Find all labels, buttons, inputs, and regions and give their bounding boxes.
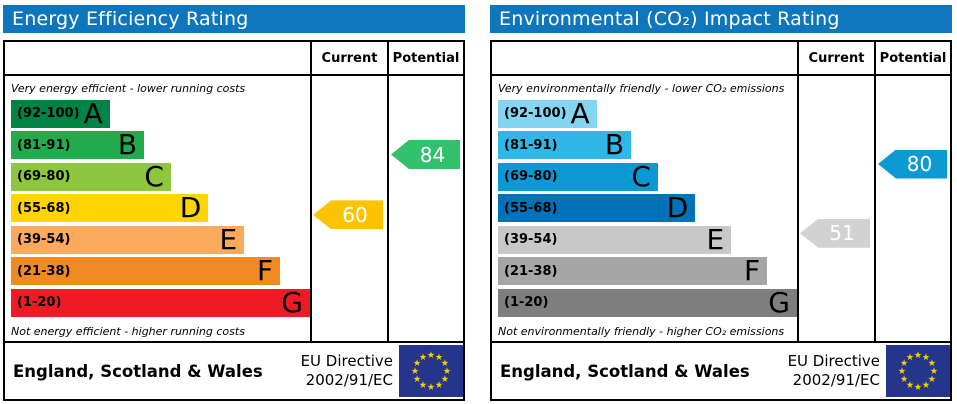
- band-row-E: (39-54) E: [498, 224, 797, 256]
- eu-flag-icon: [399, 345, 463, 397]
- band-rows: (92-100) A (81-91) B (69-80) C (55-68) D (39-54)…: [11, 98, 310, 319]
- region-label: England, Scotland & Wales: [13, 361, 263, 381]
- band-letter: E: [706, 222, 725, 256]
- band-row-E: (39-54) E: [11, 224, 310, 256]
- band-D: (55-68) D: [11, 191, 209, 224]
- band-row-D: (55-68) D: [498, 193, 797, 225]
- eu-flag-icon: [886, 345, 950, 397]
- band-row-G: (1-20) G: [498, 287, 797, 319]
- band-range-label: (39-54): [17, 232, 71, 247]
- band-G: (1-20) G: [11, 285, 310, 319]
- band-range-label: (81-91): [504, 137, 558, 153]
- band-letter: E: [219, 222, 238, 256]
- band-B: (81-91) B: [11, 128, 145, 161]
- top-caption: Very environmentally friendly - lower CO…: [498, 82, 785, 95]
- band-range-label: (55-68): [17, 200, 71, 216]
- band-letter: A: [570, 96, 590, 130]
- band-row-A: (92-100) A: [11, 98, 310, 130]
- band-range-label: (92-100): [17, 106, 80, 121]
- co2-impact-panel: Environmental (CO₂) Impact Rating Curren…: [490, 5, 952, 401]
- band-letter: B: [604, 128, 625, 161]
- band-A: (92-100) A: [498, 96, 597, 130]
- band-range-label: (1-20): [504, 295, 549, 310]
- eu-directive-label: EU Directive 2002/91/EC: [301, 352, 393, 390]
- panel-title: Energy Efficiency Rating: [12, 8, 249, 30]
- band-row-D: (55-68) D: [11, 193, 310, 225]
- band-F: (21-38) F: [498, 254, 768, 287]
- band-D: (55-68) D: [498, 191, 696, 224]
- band-letter: G: [281, 285, 303, 319]
- band-A: (92-100) A: [11, 96, 110, 130]
- eu-directive-line1: EU Directive: [300, 352, 393, 371]
- panel-title-bar: Environmental (CO₂) Impact Rating: [490, 5, 952, 33]
- bottom-caption: Not environmentally friendly - higher CO…: [498, 324, 785, 338]
- eu-directive-line2: 2002/91/EC: [792, 371, 880, 389]
- current-rating-arrow: 60: [313, 200, 383, 230]
- band-B: (81-91) B: [498, 128, 632, 161]
- panel-title-bar: Energy Efficiency Rating: [3, 5, 465, 33]
- energy-efficiency-panel: Energy Efficiency Rating Current Potenti…: [3, 5, 465, 401]
- band-letter: G: [768, 285, 790, 319]
- current-rating-arrow: 51: [800, 218, 870, 248]
- top-caption: Very energy efficient - lower running co…: [11, 82, 246, 95]
- band-row-C: (69-80) C: [498, 161, 797, 193]
- table-header: Current Potential: [492, 42, 950, 76]
- potential-column-header: Potential: [879, 50, 947, 66]
- band-range-label: (69-80): [504, 169, 558, 184]
- band-range-label: (92-100): [504, 106, 567, 121]
- table-footer: England, Scotland & Wales EU Directive 2…: [492, 341, 950, 399]
- band-rows: (92-100) A (81-91) B (69-80) C (55-68) D (39-54)…: [498, 98, 797, 319]
- panel-title: Environmental (CO₂) Impact Rating: [499, 8, 840, 30]
- band-range-label: (21-38): [504, 263, 558, 279]
- eu-directive-line2: 2002/91/EC: [305, 371, 393, 389]
- column-divider: [874, 42, 876, 341]
- current-column-header: Current: [808, 50, 865, 66]
- potential-rating-arrow: 84: [391, 140, 460, 170]
- region-label: England, Scotland & Wales: [500, 361, 750, 381]
- rating-table: Current Potential Very energy efficient …: [3, 40, 465, 401]
- table-footer: England, Scotland & Wales EU Directive 2…: [5, 341, 463, 399]
- band-letter: C: [144, 159, 164, 193]
- band-letter: C: [631, 159, 651, 193]
- band-row-C: (69-80) C: [11, 161, 310, 193]
- band-row-B: (81-91) B: [11, 130, 310, 162]
- potential-column-header: Potential: [392, 50, 460, 66]
- potential-rating-arrow: 80: [878, 149, 947, 179]
- table-header: Current Potential: [5, 42, 463, 76]
- column-divider: [797, 42, 799, 341]
- band-letter: D: [179, 191, 202, 224]
- band-C: (69-80) C: [498, 159, 658, 193]
- band-C: (69-80) C: [11, 159, 171, 193]
- band-letter: F: [256, 254, 274, 287]
- rating-table: Current Potential Very environmentally f…: [490, 40, 952, 401]
- band-letter: B: [117, 128, 138, 161]
- column-divider: [310, 42, 312, 341]
- bands-chart: Very energy efficient - lower running co…: [5, 76, 310, 341]
- band-range-label: (39-54): [504, 232, 558, 247]
- band-range-label: (55-68): [504, 200, 558, 216]
- band-E: (39-54) E: [498, 222, 732, 256]
- bottom-caption: Not energy efficient - higher running co…: [11, 324, 245, 338]
- band-range-label: (1-20): [17, 295, 62, 310]
- band-G: (1-20) G: [498, 285, 797, 319]
- band-letter: A: [83, 96, 103, 130]
- current-column-header: Current: [321, 50, 378, 66]
- eu-directive-line1: EU Directive: [787, 352, 880, 371]
- eu-directive-label: EU Directive 2002/91/EC: [788, 352, 880, 390]
- band-range-label: (21-38): [17, 263, 71, 279]
- band-E: (39-54) E: [11, 222, 245, 256]
- band-row-G: (1-20) G: [11, 287, 310, 319]
- band-row-A: (92-100) A: [498, 98, 797, 130]
- bands-chart: Very environmentally friendly - lower CO…: [492, 76, 797, 341]
- band-range-label: (81-91): [17, 137, 71, 153]
- band-F: (21-38) F: [11, 254, 281, 287]
- band-row-F: (21-38) F: [11, 256, 310, 288]
- band-letter: F: [743, 254, 761, 287]
- band-letter: D: [666, 191, 689, 224]
- band-range-label: (69-80): [17, 169, 71, 184]
- band-row-F: (21-38) F: [498, 256, 797, 288]
- band-row-B: (81-91) B: [498, 130, 797, 162]
- column-divider: [387, 42, 389, 341]
